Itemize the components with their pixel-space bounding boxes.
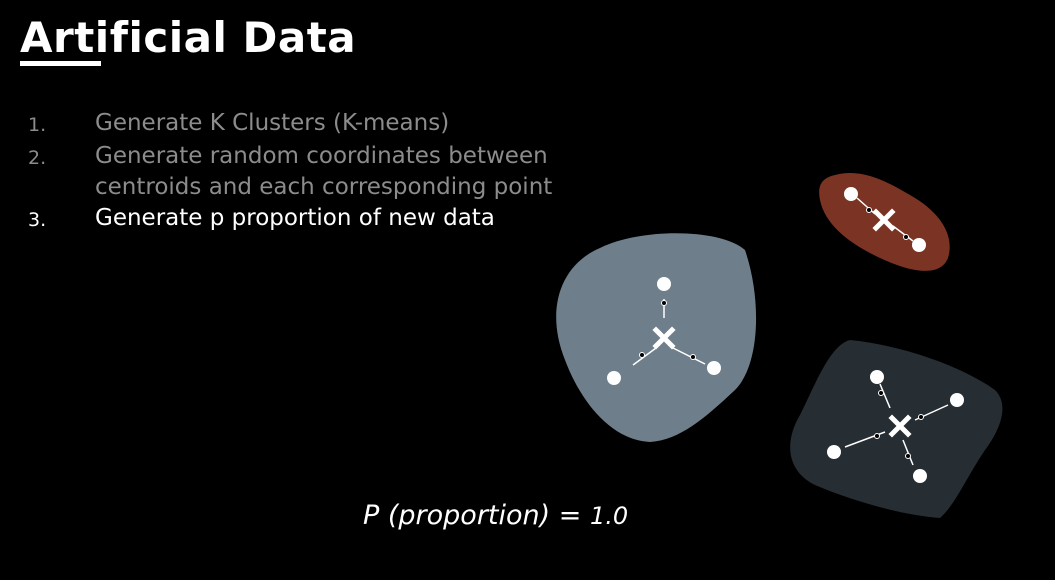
dot-icon	[827, 445, 841, 459]
dot-icon	[844, 187, 858, 201]
cluster-blob	[556, 233, 757, 442]
step-line: Generate p proportion of new data	[95, 205, 495, 231]
step-number: 1.	[28, 114, 47, 136]
step-1: 1. Generate K Clusters (K-means)	[28, 108, 648, 141]
formula-value: 1.0	[589, 502, 629, 530]
dot-icon	[913, 469, 927, 483]
x-mark-icon	[888, 414, 912, 438]
dot-icon	[912, 238, 926, 252]
x-mark-icon	[652, 326, 676, 350]
dark-cluster	[790, 340, 1003, 518]
step-3: 3. Generate p proportion of new data	[28, 203, 648, 236]
dot-icon	[707, 361, 721, 375]
dot-icon	[657, 277, 671, 291]
title-underline	[20, 61, 101, 66]
proportion-formula: P (proportion) = 1.0	[363, 500, 628, 531]
step-number: 2.	[28, 147, 47, 169]
x-mark-icon	[872, 208, 896, 232]
step-number: 3.	[28, 209, 47, 231]
step-text: Generate random coordinates between cent…	[95, 141, 648, 203]
red-cluster	[819, 172, 950, 271]
dot-icon	[950, 393, 964, 407]
step-line: Generate random coordinates between	[95, 143, 548, 169]
step-text: Generate K Clusters (K-means)	[95, 108, 648, 141]
dot-icon	[870, 370, 884, 384]
formula-equals: =	[558, 500, 582, 531]
formula-label: P (proportion)	[363, 500, 551, 531]
slide-title: Artificial Data	[20, 13, 357, 62]
step-line: Generate K Clusters (K-means)	[95, 110, 450, 136]
dot-icon	[607, 371, 621, 385]
step-text: Generate p proportion of new data	[95, 203, 648, 236]
step-line: centroids and each corresponding point	[95, 174, 553, 200]
gray-cluster	[556, 233, 757, 442]
steps-list: 1. Generate K Clusters (K-means) 2. Gene…	[28, 108, 648, 236]
step-2: 2. Generate random coordinates between c…	[28, 141, 648, 203]
